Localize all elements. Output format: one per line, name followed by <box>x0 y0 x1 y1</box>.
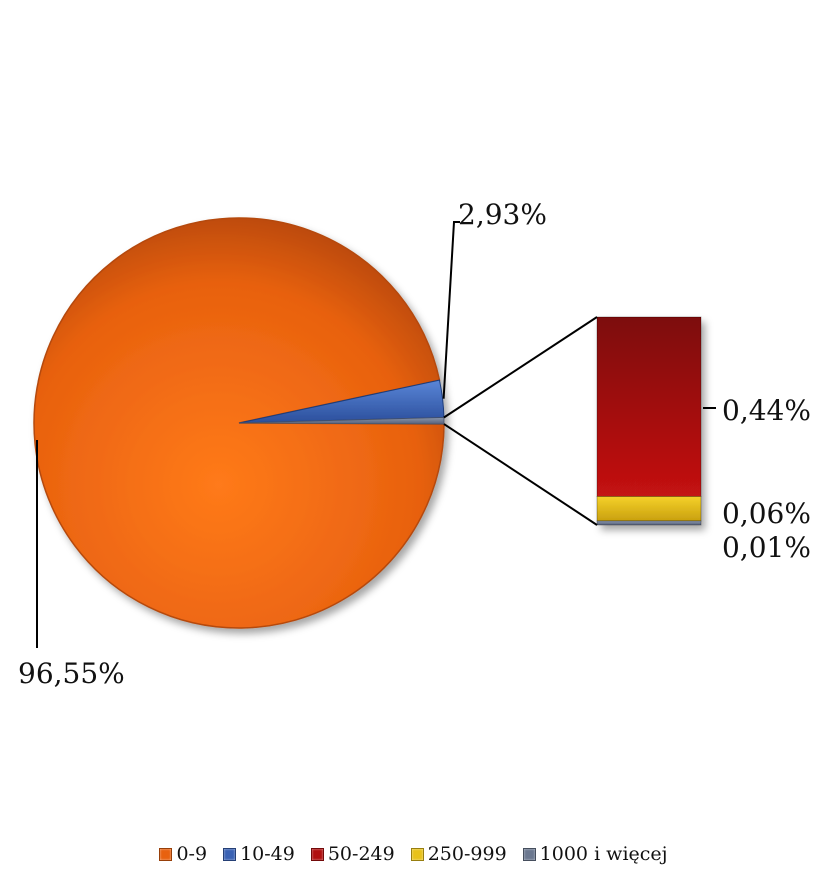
data-labels: 96,55% 2,93% 0,44% 0,06%0,01% <box>18 198 811 690</box>
connector-line-top <box>443 316 598 419</box>
legend-swatch <box>223 847 237 861</box>
secondary-bar <box>596 316 702 526</box>
leader-lines <box>36 221 716 648</box>
label-1000-i-wiecej: 0,01% <box>722 531 811 564</box>
bar-segment-250-999 <box>596 496 702 522</box>
pie <box>33 217 445 629</box>
legend-swatch <box>522 847 536 861</box>
legend-item: 50-249 <box>310 843 395 865</box>
legend-item: 1000 i więcej <box>522 843 668 865</box>
legend-label: 1000 i więcej <box>539 843 668 865</box>
legend-item: 10-49 <box>223 843 295 865</box>
bar-segment-50-249 <box>596 316 702 497</box>
legend-label: 0-9 <box>176 843 208 865</box>
bar-segment-1000-i-wiecej <box>596 520 702 526</box>
legend: 0-9 10-49 50-249 250-999 1000 i więcej <box>0 843 827 865</box>
legend-swatch <box>310 847 324 861</box>
label-50-249: 0,44% <box>722 394 811 427</box>
legend-item: 250-999 <box>410 843 507 865</box>
leader-line-10-49 <box>442 221 460 399</box>
legend-swatch <box>410 847 424 861</box>
label-10-49: 2,93% <box>458 198 547 231</box>
legend-label: 250-999 <box>427 843 507 865</box>
legend-label: 10-49 <box>240 843 295 865</box>
label-250-999: 0,06% <box>722 497 811 530</box>
label-0-9: 96,55% <box>18 657 125 690</box>
legend-label: 50-249 <box>327 843 395 865</box>
legend-swatch <box>159 847 173 861</box>
connector-line-bottom <box>443 423 598 526</box>
legend-item: 0-9 <box>159 843 207 865</box>
